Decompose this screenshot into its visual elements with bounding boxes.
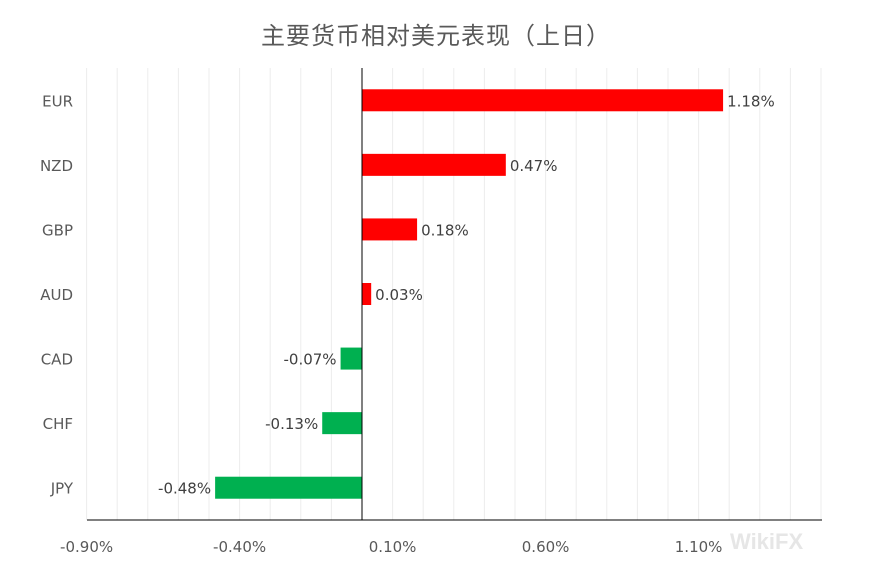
category-label-gbp: GBP bbox=[42, 221, 73, 239]
category-label-aud: AUD bbox=[40, 286, 73, 304]
bar-chf bbox=[322, 412, 362, 435]
data-label-eur: 1.18% bbox=[727, 92, 775, 110]
x-tick-label: -0.40% bbox=[213, 538, 266, 556]
bar-eur bbox=[362, 89, 724, 112]
category-label-chf: CHF bbox=[43, 415, 73, 433]
watermark-logo: WikiFX bbox=[730, 529, 804, 554]
category-label-eur: EUR bbox=[42, 92, 73, 110]
bar-aud bbox=[362, 283, 372, 305]
data-label-nzd: 0.47% bbox=[510, 157, 558, 175]
x-tick-label: 0.60% bbox=[522, 538, 570, 556]
bar-jpy bbox=[215, 476, 362, 499]
category-label-cad: CAD bbox=[41, 351, 73, 369]
x-tick-label: 1.10% bbox=[675, 538, 723, 556]
data-label-aud: 0.03% bbox=[375, 286, 423, 304]
x-tick-label: -0.90% bbox=[60, 538, 113, 556]
data-label-jpy: -0.48% bbox=[158, 480, 211, 498]
chart-title: 主要货币相对美元表现（上日） bbox=[261, 22, 611, 50]
data-label-gbp: 0.18% bbox=[421, 221, 469, 239]
category-label-jpy: JPY bbox=[50, 480, 74, 498]
x-tick-label: 0.10% bbox=[369, 538, 417, 556]
bar-gbp bbox=[362, 218, 418, 241]
category-label-nzd: NZD bbox=[40, 157, 73, 175]
bar-cad bbox=[340, 347, 362, 370]
bar-nzd bbox=[362, 153, 506, 176]
data-label-chf: -0.13% bbox=[265, 415, 318, 433]
data-label-cad: -0.07% bbox=[284, 351, 337, 369]
